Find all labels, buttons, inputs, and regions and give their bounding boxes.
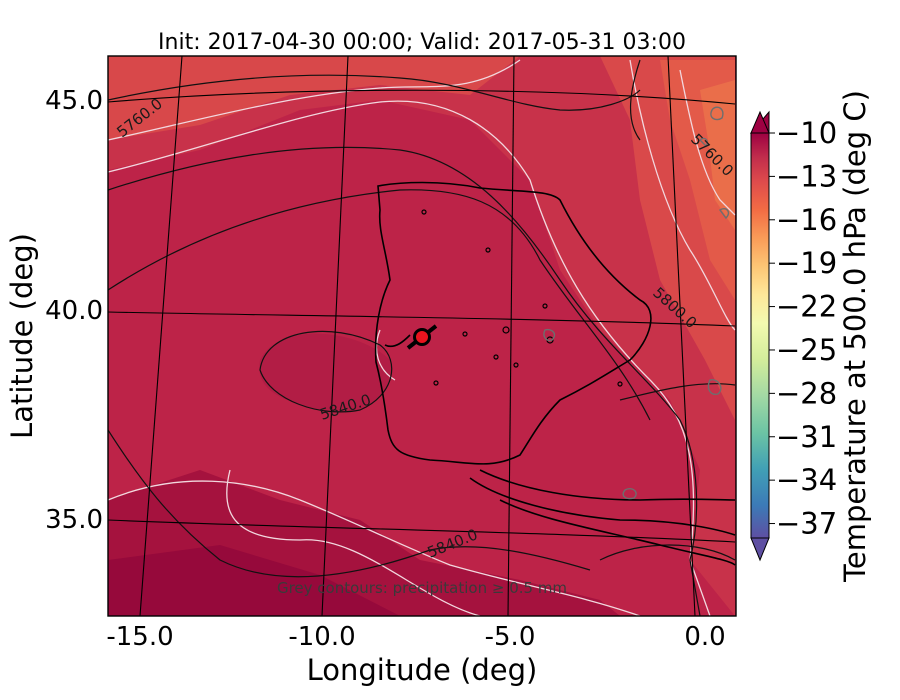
- temperature-field-north: [108, 56, 520, 140]
- colorbar-extend-bottom: [750, 537, 770, 562]
- colorbar-tick-label: −37: [776, 507, 837, 541]
- x-tick-label: 0.0: [684, 622, 725, 652]
- temperature-field-mid: [108, 56, 735, 616]
- colorbar-tick-label: −19: [776, 246, 837, 280]
- precipitation-contours: [543, 106, 730, 500]
- colorbar-tick-label: −34: [776, 463, 837, 497]
- x-tick-label: -10.0: [288, 622, 355, 652]
- islands: [421, 209, 623, 387]
- x-axis-label: Longitude (deg): [307, 653, 538, 687]
- colorbar: −10 −13 −16 −19 −22 −25 −28 −31 −34 −37 Temperatu…: [749, 90, 872, 583]
- map-panel: 5760.0 5760.0 5800.0 5840.0 5840.0 Grey …: [108, 56, 736, 616]
- x-axis: -15.0 -10.0 -5.0 0.0 Longitude (deg): [106, 622, 725, 687]
- x-tick-label: -15.0: [106, 622, 173, 652]
- colorbar-tick-label: −13: [776, 159, 837, 193]
- colorbar-tick-label: −22: [776, 290, 837, 324]
- colorbar-label: Temperature at 500.0 hPa (deg C): [838, 90, 872, 583]
- colorbar-ticks: −10 −13 −16 −19 −22 −25 −28 −31 −34 −37: [769, 116, 837, 541]
- colorbar-tick-label: −10: [776, 116, 837, 150]
- precipitation-note: Grey contours: precipitation ≥ 0.5 mm: [277, 579, 567, 597]
- colorbar-tick-label: −31: [776, 420, 837, 454]
- temperature-contours: [108, 59, 736, 616]
- y-tick-label: 40.0: [45, 296, 103, 326]
- marker-point: [413, 328, 431, 346]
- y-axis: 45.0 40.0 35.0 Latitude (deg): [5, 86, 103, 535]
- colorbar-tick-label: −25: [776, 333, 837, 367]
- temperature-field-low-core: [259, 333, 391, 413]
- location-marker: [406, 324, 438, 350]
- colorbar-frame: [750, 132, 770, 539]
- temperature-field-east-warmest: [700, 80, 735, 230]
- graticule: [108, 56, 736, 616]
- y-tick-label: 45.0: [45, 86, 103, 116]
- colorbar-tick-label: −28: [776, 376, 837, 410]
- map-frame: [107, 55, 737, 617]
- colorbar-tick-label: −16: [776, 203, 837, 237]
- plot-title: Init: 2017-04-30 00:00; Valid: 2017-05-3…: [158, 30, 686, 55]
- height-contours: [108, 59, 736, 616]
- y-tick-label: 35.0: [45, 505, 103, 535]
- y-axis-label: Latitude (deg): [5, 233, 39, 439]
- coastlines: [374, 181, 736, 566]
- temperature-field-south-coldest: [108, 545, 400, 616]
- colorbar-gradient: [751, 133, 769, 538]
- x-tick-label: -5.0: [485, 622, 536, 652]
